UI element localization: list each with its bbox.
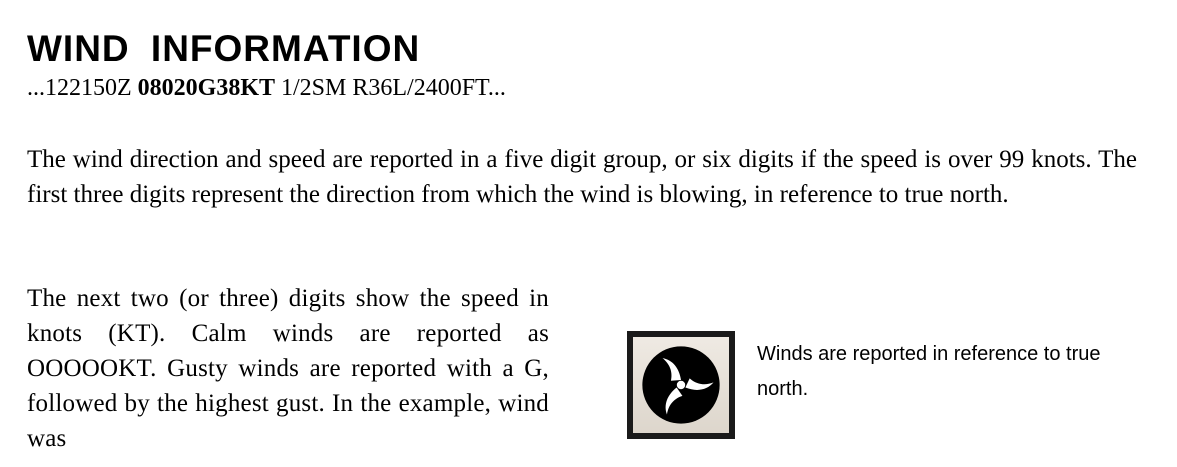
- faa-logo-background: [633, 337, 729, 433]
- faa-logo-emblem: [642, 346, 720, 424]
- logo-caption: Winds are reported in reference to true …: [757, 343, 1101, 400]
- metar-wind-group: 08020G38KT: [137, 75, 276, 101]
- metar-prefix: ...122150Z: [27, 75, 138, 101]
- wind-direction-paragraph: The wind direction and speed are reporte…: [27, 146, 1137, 208]
- page-title: WIND INFORMATION: [27, 28, 421, 69]
- metar-suffix: 1/2SM R36L/2400FT...: [275, 75, 506, 101]
- faa-logo-icon: [627, 331, 735, 439]
- metar-example-line: ...122150Z 08020G38KT 1/2SM R36L/2400FT.…: [27, 72, 506, 104]
- wind-speed-paragraph: The next two (or three) digits show the …: [27, 285, 549, 452]
